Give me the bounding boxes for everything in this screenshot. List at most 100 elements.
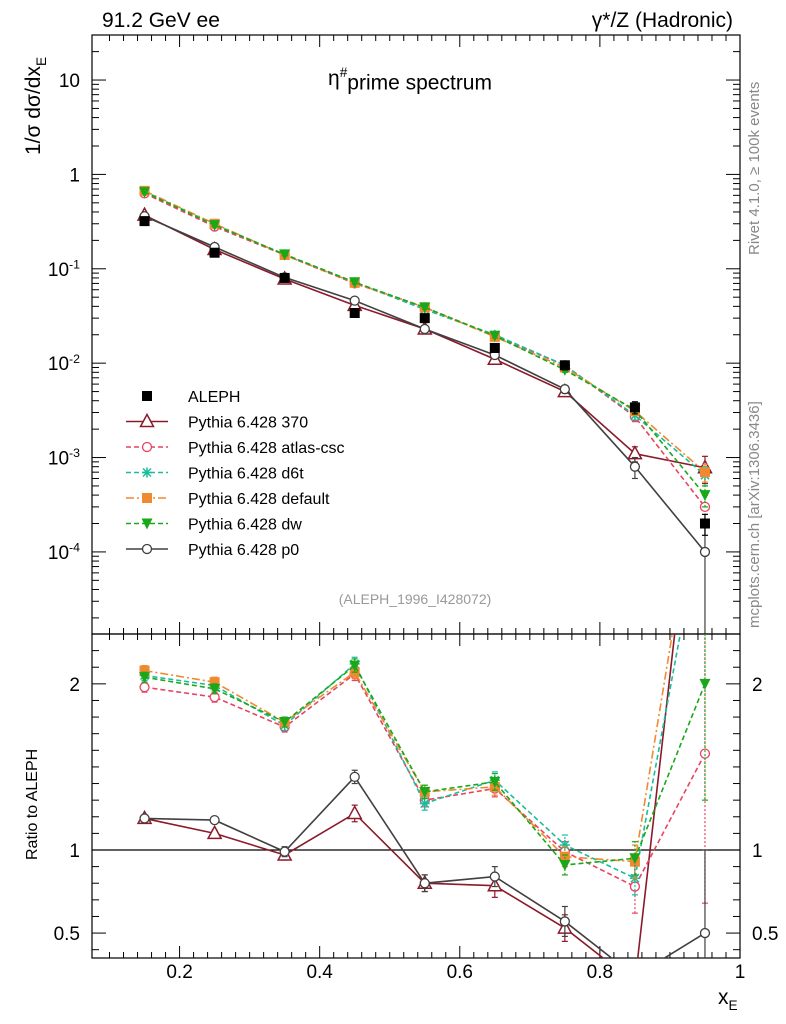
data-point [699, 748, 711, 759]
data-point [700, 430, 710, 440]
legend-label: Pythia 6.428 p0 [188, 542, 299, 559]
data-point [698, 361, 711, 373]
data-point [349, 308, 360, 319]
data-point [699, 518, 710, 529]
data-point [699, 678, 711, 690]
data-point [699, 927, 711, 939]
data-point [489, 342, 500, 353]
series-line [144, 664, 706, 866]
legend-label: Pythia 6.428 atlas-csc [188, 440, 345, 457]
legend-item: Pythia 6.428 default [126, 491, 330, 508]
y-tick-label: 10-1 [48, 257, 80, 280]
legend-label: Pythia 6.428 d6t [188, 466, 304, 483]
data-point [139, 187, 151, 199]
data-point [349, 771, 360, 783]
legend-label: Pythia 6.428 370 [188, 415, 308, 432]
legend-marker [141, 518, 153, 530]
legend-label: Pythia 6.428 dw [188, 517, 302, 534]
legend-label: ALEPH [188, 389, 240, 406]
data-point [349, 277, 361, 289]
data-point [699, 490, 711, 502]
data-point [630, 972, 639, 981]
y-tick-label: 1 [69, 841, 80, 862]
data-point [559, 384, 571, 395]
data-point [279, 249, 291, 261]
data-point [629, 461, 641, 472]
x-axis-title: xE [718, 986, 738, 1013]
data-point [489, 330, 501, 342]
data-point [559, 840, 570, 851]
data-point [419, 786, 431, 798]
data-point [139, 682, 150, 693]
data-point [346, 804, 363, 820]
ratio-panel: 0.2 0.4 0.6 0.8 1 0.5 0.5 1 1 2 2 [54, 361, 778, 988]
data-point [279, 846, 290, 857]
y-tick-label-right: 1 [752, 841, 763, 862]
data-point [206, 824, 223, 840]
data-point [419, 302, 431, 314]
data-point [209, 814, 220, 826]
legend-marker [139, 412, 155, 428]
plot-title: η#prime spectrum [328, 65, 492, 95]
mcplots-label: mcplots.cern.ch [arXiv:1306.3436] [746, 401, 763, 628]
y-tick-label: 10-4 [48, 541, 80, 564]
x-tick-label: 0.8 [587, 962, 613, 983]
data-point [559, 859, 571, 871]
data-point [349, 295, 360, 306]
legend-marker [142, 493, 152, 503]
series-aleph [139, 216, 710, 536]
data-point [209, 220, 221, 232]
main-y-axis-title: 1/σ dσ/dxE [22, 57, 49, 155]
legend-marker [141, 441, 153, 453]
ratio-frame [91, 633, 741, 959]
ratio-series-pythia-6-428-dw [139, 634, 711, 876]
data-point [629, 853, 641, 865]
legend-item: Pythia 6.428 dw [126, 517, 302, 534]
y-tick-label-right: 2 [752, 675, 763, 696]
data-point [699, 546, 711, 558]
data-point [419, 313, 430, 324]
legend-item: Pythia 6.428 atlas-csc [126, 440, 345, 457]
x-tick-label: 1 [735, 962, 746, 983]
y-tick-label: 10 [59, 71, 80, 92]
y-tick-label: 10-3 [48, 446, 80, 469]
ratio-series-pythia-6-428-atlas-csc [139, 634, 711, 914]
header-energy-label: 91.2 GeV ee [102, 9, 220, 32]
legend-item: Pythia 6.428 d6t [126, 466, 304, 483]
y-tick-label: 0.5 [54, 924, 80, 945]
data-point [559, 360, 570, 371]
data-point [489, 871, 500, 882]
data-point [139, 216, 150, 227]
analysis-label: (ALEPH_1996_I428072) [339, 591, 492, 607]
series-line [144, 190, 706, 473]
data-point [419, 878, 430, 889]
legend-item: Pythia 6.428 p0 [126, 542, 299, 559]
y-tick-label-right: 0.5 [752, 924, 778, 945]
legend-label: Pythia 6.428 default [188, 491, 330, 508]
data-point [349, 660, 361, 672]
x-tick-label: 0.4 [306, 962, 333, 983]
data-point [629, 402, 640, 413]
y-tick-label: 2 [69, 675, 80, 696]
data-point [209, 247, 220, 258]
main-panel: 10 1 10-1 10-2 10-3 10-4 [48, 34, 741, 635]
data-point [139, 672, 151, 684]
ratio-y-axis-title: Ratio to ALEPH [24, 749, 41, 860]
series-line [144, 672, 706, 888]
y-tick-label: 10-2 [48, 352, 80, 375]
series-line [144, 192, 706, 508]
data-point [419, 323, 430, 335]
data-point [628, 976, 641, 988]
data-point [209, 677, 220, 688]
data-point [559, 916, 571, 927]
legend-item: Pythia 6.428 370 [126, 412, 308, 432]
data-point [139, 813, 150, 824]
data-point [699, 467, 710, 478]
series-pythia-6-428-dw [139, 187, 711, 508]
data-point [559, 851, 570, 862]
data-point [279, 717, 291, 729]
data-point [139, 665, 150, 676]
x-tick-label: 0.2 [166, 962, 192, 983]
data-point [419, 798, 430, 809]
